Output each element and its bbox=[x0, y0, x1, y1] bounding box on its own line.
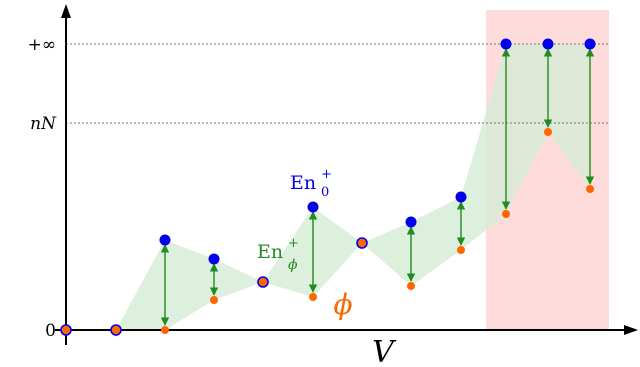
en0-point bbox=[584, 38, 596, 50]
phi-point bbox=[586, 185, 594, 193]
coincident-point bbox=[257, 276, 269, 288]
en0-points bbox=[159, 38, 596, 265]
gap-arrows bbox=[160, 48, 595, 326]
coincident-point bbox=[60, 324, 72, 336]
en0-point bbox=[405, 216, 417, 228]
phi-point bbox=[161, 326, 169, 334]
x-axis-arrowhead bbox=[624, 325, 638, 335]
coincident-points bbox=[60, 237, 368, 336]
coincident-point bbox=[356, 237, 368, 249]
en0-point bbox=[307, 201, 319, 213]
x-axis-label: V bbox=[372, 335, 397, 367]
phi-points bbox=[161, 128, 594, 334]
en0-label-base: En bbox=[290, 172, 316, 194]
en0-point bbox=[542, 38, 554, 50]
enphi-label-base: En bbox=[257, 241, 283, 263]
coincident-point bbox=[110, 324, 122, 336]
en0-point bbox=[159, 234, 171, 246]
y-label-zero: 0 bbox=[45, 321, 56, 341]
phi-label: ϕ bbox=[333, 288, 352, 321]
y-label-nN: nN bbox=[30, 114, 57, 134]
phi-point bbox=[502, 210, 510, 218]
enphi-label-sub: ϕ bbox=[288, 257, 298, 273]
phi-point bbox=[407, 282, 415, 290]
phi-point bbox=[309, 293, 317, 301]
y-label-infinity: +∞ bbox=[28, 35, 56, 55]
en0-point bbox=[208, 253, 220, 265]
phi-point bbox=[544, 128, 552, 136]
phi-point bbox=[457, 246, 465, 254]
en0-label: En + 0 bbox=[290, 167, 332, 200]
enphi-label-sup: + bbox=[288, 236, 299, 251]
en-band bbox=[66, 44, 590, 330]
en0-label-sup: + bbox=[321, 167, 332, 182]
en0-point bbox=[500, 38, 512, 50]
en0-label-sub: 0 bbox=[321, 185, 329, 200]
y-axis-arrowhead bbox=[61, 4, 71, 18]
phi-point bbox=[210, 296, 218, 304]
en0-point bbox=[455, 191, 467, 203]
enphi-label: En + ϕ bbox=[257, 236, 299, 273]
